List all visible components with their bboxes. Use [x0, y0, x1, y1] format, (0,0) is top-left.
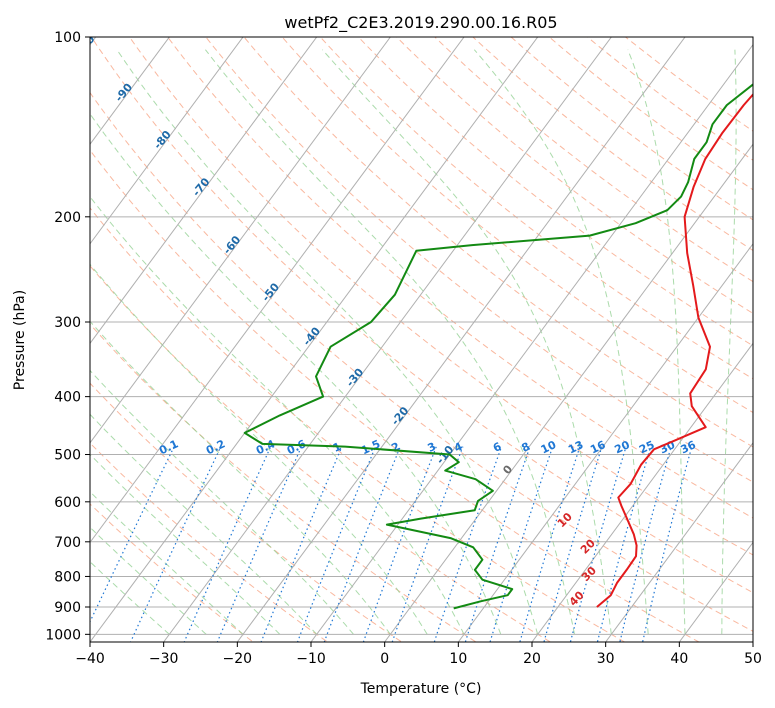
isotherm-line	[605, 442, 753, 642]
dry-adiabat-line	[129, 37, 753, 556]
isotherm-line	[90, 37, 170, 146]
mixing-ratio-line	[433, 446, 503, 642]
mixing-ratio-line	[362, 446, 437, 642]
dry-adiabat-line	[90, 37, 753, 594]
x-tick-label: 30	[597, 651, 615, 667]
y-axis-title: Pressure (hPa)	[12, 290, 28, 390]
dry-adiabat-line	[319, 37, 753, 380]
moist-adiabat-line	[90, 561, 170, 635]
dry-adiabat-line	[90, 503, 255, 642]
dry-adiabat-line	[281, 37, 753, 414]
y-tick-label: 900	[54, 600, 81, 616]
mixing-ratio-line	[543, 446, 603, 642]
mixing-ratio-line	[296, 446, 377, 642]
y-tick-label: 1000	[45, 627, 81, 643]
x-tick-label: 20	[523, 651, 541, 667]
moist-adiabat-line	[90, 491, 244, 635]
temperature-line	[596, 93, 753, 608]
x-tick-label: 0	[380, 651, 389, 667]
mixing-ratio-line	[323, 446, 401, 642]
mixing-ratio-line	[641, 446, 693, 642]
dry-adiabat-line	[548, 37, 753, 191]
isotherm-line	[90, 37, 539, 642]
plot-background	[90, 37, 753, 642]
moist-adiabat-line	[90, 196, 465, 635]
y-tick-label: 800	[54, 569, 81, 585]
mixing-ratio-label: 10	[539, 438, 559, 456]
x-tick-label: 40	[670, 651, 688, 667]
background-lines	[90, 37, 753, 642]
isotherm-line	[384, 143, 753, 642]
y-tick-label: 600	[54, 495, 81, 511]
dry-adiabat-line	[90, 91, 753, 632]
dewpoint-line	[243, 83, 753, 610]
moist-adiabat-line	[322, 49, 612, 635]
mixing-ratio-label: 13	[566, 438, 585, 456]
mixing-ratio-label: 36	[678, 438, 698, 456]
y-tick-label: 400	[54, 390, 81, 406]
x-tick-label: 10	[449, 651, 467, 667]
series-layer	[243, 83, 753, 610]
mixing-ratio-line	[391, 446, 464, 642]
isotherm-line	[90, 37, 318, 345]
x-axis-title: Temperature (°C)	[360, 681, 482, 697]
moist-adiabat-line	[90, 263, 428, 635]
plot-frame	[89, 36, 754, 643]
mixing-ratio-label: 20	[613, 438, 633, 456]
y-tick-label: 200	[54, 210, 81, 226]
mixing-ratio-line	[619, 446, 672, 642]
isotherm-line	[310, 43, 753, 642]
axes: −40 −30 −20 −10 0 10 20 30 40 50 100 200 300 400 500 60…	[45, 30, 762, 667]
mixing-ratio-label: 16	[588, 438, 608, 456]
moist-adiabat-line	[90, 369, 354, 635]
y-tick-label: 300	[54, 315, 81, 331]
moist-adiabat-line	[90, 413, 318, 635]
x-tick-label: 50	[744, 651, 762, 667]
y-tick-label: 100	[54, 30, 81, 46]
dry-adiabat-line	[510, 37, 753, 221]
isotherm-line	[90, 37, 244, 245]
mixing-ratio-label: 30	[658, 438, 678, 456]
isotherm-line	[90, 37, 391, 444]
dry-adiabat-line	[587, 37, 753, 161]
dry-adiabat-line	[205, 37, 753, 483]
moist-adiabat-line	[627, 49, 686, 635]
y-tick-label: 500	[54, 448, 81, 464]
dry-adiabat-line	[167, 37, 753, 519]
dry-adiabat-line	[90, 265, 552, 642]
dry-adiabat-line	[358, 37, 753, 347]
chart-title: wetPf2_C2E3.2019.290.00.16.R05	[284, 13, 557, 33]
mixing-ratio-line	[129, 446, 222, 642]
mixing-ratio-line	[489, 446, 554, 642]
moist-adiabat-line	[90, 113, 502, 635]
x-tick-label: −40	[75, 651, 105, 667]
isotherm-line	[678, 541, 753, 642]
moist-adiabat-line	[473, 49, 649, 635]
moist-adiabat-line	[90, 320, 391, 635]
y-tick-label: 700	[54, 535, 81, 551]
mixing-ratio-line	[569, 446, 627, 642]
x-tick-label: −10	[296, 651, 326, 667]
mixing-ratio-line	[464, 446, 531, 642]
mixing-ratio-line	[596, 446, 652, 642]
x-tick-label: −20	[223, 651, 253, 667]
isotherm-line	[531, 342, 753, 642]
isotherm-line	[163, 37, 612, 642]
mixing-ratio-line	[519, 446, 581, 642]
isotherm-line	[90, 37, 465, 544]
isotherm-line	[457, 242, 753, 642]
dry-adiabat-line	[90, 149, 700, 642]
moist-adiabat-line	[205, 49, 575, 635]
x-tick-label: −30	[149, 651, 179, 667]
isotherm-line	[236, 37, 686, 642]
mixing-ratio-line	[90, 446, 175, 624]
